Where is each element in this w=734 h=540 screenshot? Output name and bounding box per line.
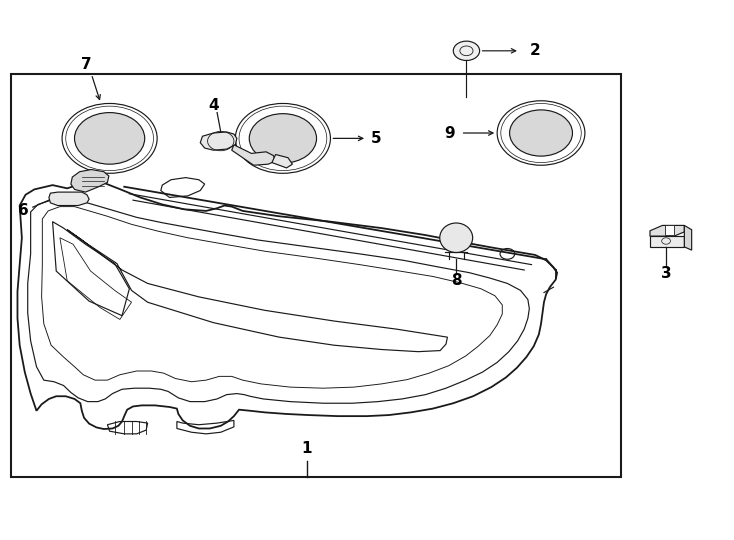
Circle shape <box>75 113 145 164</box>
Polygon shape <box>71 170 109 192</box>
Text: 3: 3 <box>661 266 672 281</box>
Text: 5: 5 <box>371 131 382 146</box>
Polygon shape <box>200 132 237 150</box>
Text: 2: 2 <box>529 43 540 58</box>
Circle shape <box>250 113 316 163</box>
Ellipse shape <box>440 223 473 253</box>
Circle shape <box>509 110 573 156</box>
Polygon shape <box>650 236 684 247</box>
Polygon shape <box>272 154 292 168</box>
Polygon shape <box>232 145 275 165</box>
Circle shape <box>454 41 479 60</box>
Polygon shape <box>664 225 674 235</box>
Text: 6: 6 <box>18 204 29 218</box>
Bar <box>11 74 622 477</box>
Text: 1: 1 <box>302 441 312 456</box>
Polygon shape <box>650 225 684 236</box>
Text: 7: 7 <box>81 57 92 72</box>
Text: 9: 9 <box>444 125 455 140</box>
Polygon shape <box>684 225 691 250</box>
Text: 4: 4 <box>208 98 219 112</box>
Polygon shape <box>49 192 89 206</box>
Text: 8: 8 <box>451 273 462 288</box>
